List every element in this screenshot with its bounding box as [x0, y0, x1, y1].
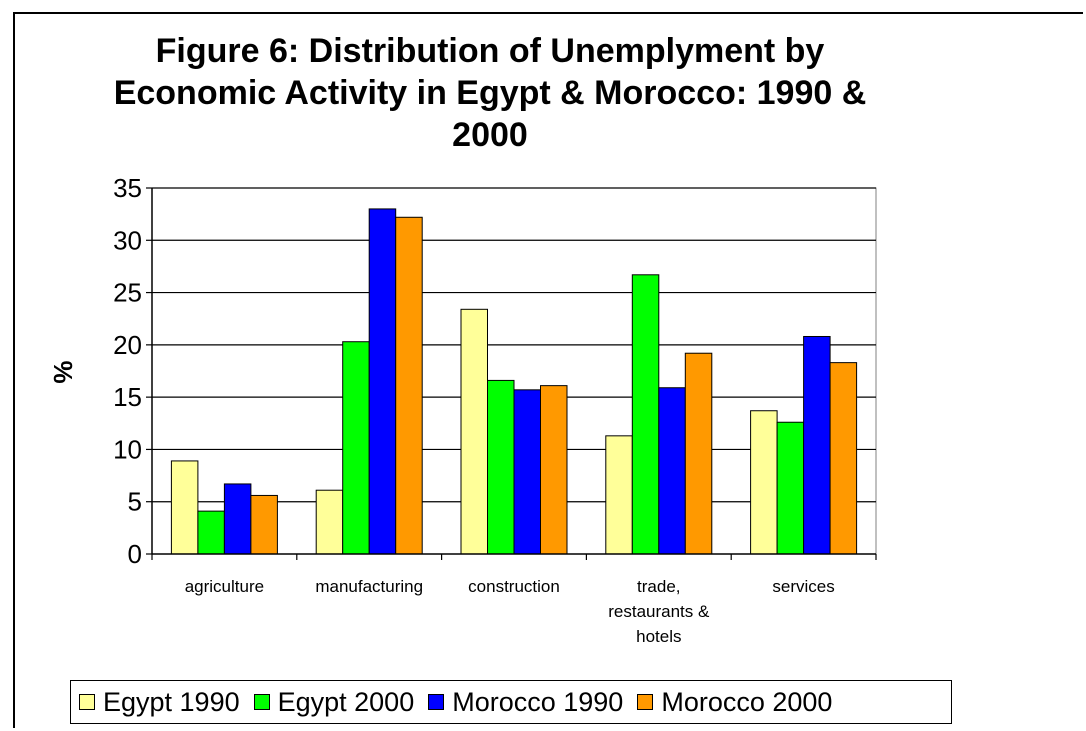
bar: [197, 510, 225, 555]
bar: [658, 387, 686, 555]
y-tick-label: 20: [113, 330, 142, 360]
bar: [170, 460, 199, 555]
x-tick-label: trade,: [637, 577, 680, 596]
legend-item-egypt-2000: Egypt 2000: [253, 686, 415, 718]
bar: [315, 489, 344, 555]
x-tick-label: services: [772, 577, 834, 596]
bars: [170, 208, 858, 555]
y-tick-label: 15: [113, 382, 142, 412]
legend-label: Morocco 2000: [661, 686, 833, 717]
legend-swatch: [637, 694, 654, 710]
bar: [803, 335, 831, 555]
legend-label: Morocco 1990: [452, 686, 624, 717]
legend-swatch: [79, 694, 95, 710]
x-tick-label: manufacturing: [315, 577, 423, 596]
bar: [487, 379, 515, 555]
legend-item-egypt-1990: Egypt 1990: [79, 687, 240, 718]
chart-title-line-3: 2000: [452, 116, 528, 154]
bar: [460, 308, 488, 555]
y-tick-label: 25: [113, 278, 142, 308]
bar: [368, 208, 397, 555]
chart-frame: [13, 12, 1083, 728]
bar: [540, 385, 568, 555]
bar: [829, 362, 858, 555]
bar: [342, 341, 370, 555]
legend-swatch: [428, 694, 445, 710]
legend-item-morocco-1990: Morocco 1990: [428, 687, 623, 718]
bar: [223, 483, 252, 555]
bar: [631, 274, 660, 555]
bar: [776, 421, 805, 555]
axes: 0 5 10 15 20 25 30 35 agriculture manufacturing co…: [113, 173, 877, 646]
x-tick-label: agriculture: [185, 577, 264, 596]
legend-label: Egypt 1990: [103, 686, 240, 717]
y-tick-label: 0: [128, 539, 142, 569]
legend-item-morocco-2000: Morocco 2000: [637, 687, 832, 718]
legend-swatch: [253, 694, 270, 710]
bar: [605, 435, 633, 555]
x-tick-label: restaurants &: [608, 602, 710, 621]
bar: [395, 216, 423, 555]
y-axis-label: %: [48, 360, 78, 383]
bar: [750, 410, 778, 555]
y-tick-label: 5: [128, 487, 142, 517]
chart-title-line-2: Economic Activity in Egypt & Morocco: 19…: [113, 74, 867, 112]
chart-title: Figure 6: Distribution of Unemplyment by…: [90, 30, 890, 156]
bar: [250, 494, 278, 555]
legend: Egypt 1990 Egypt 2000 Morocco 1990 Moroc…: [70, 680, 952, 724]
x-tick-label: construction: [468, 577, 560, 596]
chart-title-line-1: Figure 6: Distribution of Unemplyment by: [155, 32, 825, 70]
y-tick-label: 10: [113, 434, 142, 464]
x-tick-label: hotels: [636, 627, 681, 646]
bar: [684, 352, 713, 555]
bar: [513, 389, 541, 555]
legend-label: Egypt 2000: [277, 686, 415, 717]
y-tick-label: 35: [113, 173, 142, 203]
y-tick-label: 30: [113, 225, 142, 255]
